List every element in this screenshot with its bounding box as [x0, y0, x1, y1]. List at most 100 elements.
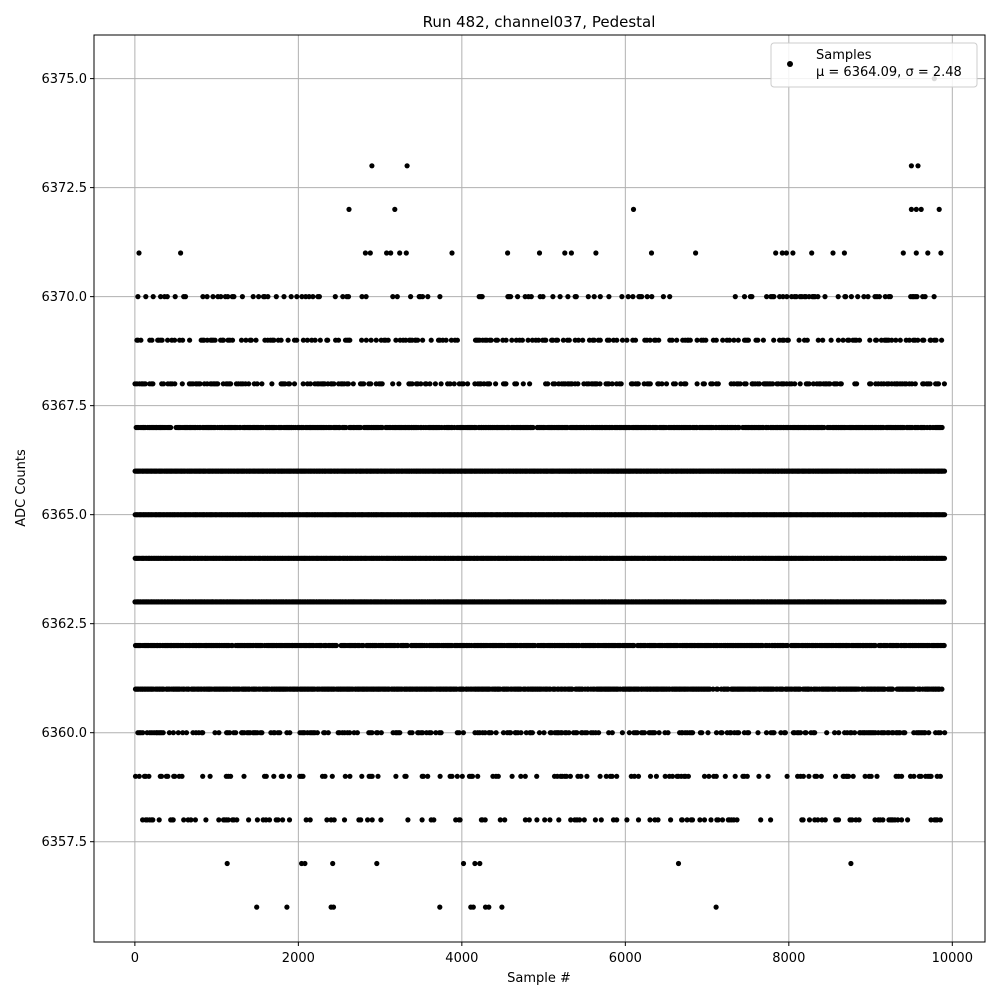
data-point [234, 817, 240, 823]
data-point [846, 773, 852, 779]
data-point [509, 773, 515, 779]
data-point [241, 773, 247, 779]
grid [94, 35, 985, 942]
data-point [271, 773, 277, 779]
data-point [890, 686, 896, 692]
data-point [708, 817, 714, 823]
data-point [850, 773, 856, 779]
data-point [534, 773, 540, 779]
data-point [547, 817, 553, 823]
data-point [170, 730, 176, 736]
data-point [431, 817, 437, 823]
data-point [419, 817, 425, 823]
data-point [635, 817, 642, 823]
data-point [179, 773, 185, 779]
data-point [941, 642, 947, 649]
data-point [322, 773, 328, 779]
data-point [482, 817, 488, 823]
data-point [732, 773, 738, 779]
data-point [768, 817, 774, 823]
data-point [200, 773, 206, 779]
data-point [734, 817, 740, 823]
data-point [502, 817, 508, 823]
data-point [872, 642, 878, 649]
data-point [880, 817, 886, 823]
data-point [715, 686, 721, 692]
data-point [784, 773, 790, 779]
data-point [710, 686, 716, 692]
data-point [911, 773, 917, 779]
data-point [784, 642, 791, 649]
data-point [365, 817, 371, 823]
data-point [584, 773, 590, 779]
data-point [378, 817, 384, 823]
data-point [203, 817, 209, 823]
data-point [697, 817, 703, 823]
data-point [160, 730, 166, 736]
data-point [647, 817, 653, 823]
data-point [597, 773, 603, 779]
data-point [542, 817, 548, 823]
data-point [333, 642, 339, 649]
data-point [170, 817, 176, 823]
data-point [188, 817, 194, 823]
data-point [279, 773, 285, 779]
data-point [341, 817, 348, 823]
data-point [469, 773, 476, 779]
data-point [719, 817, 726, 823]
data-point [404, 642, 411, 649]
data-point [744, 773, 750, 779]
data-point [668, 817, 674, 823]
data-point [454, 773, 460, 779]
data-point [329, 773, 335, 779]
data-point [165, 773, 171, 779]
data-point [624, 817, 630, 823]
data-point [567, 773, 574, 779]
data-point [437, 773, 443, 779]
data-point [275, 817, 281, 823]
data-point [526, 817, 532, 823]
data-point [647, 773, 654, 779]
data-point [941, 468, 948, 474]
data-point [814, 773, 820, 779]
data-point [150, 817, 156, 823]
data-point [146, 773, 152, 779]
data-point [518, 773, 524, 779]
data-points [132, 76, 948, 910]
data-point [689, 817, 696, 823]
data-point [459, 773, 465, 779]
data-point [358, 817, 364, 823]
data-point [307, 817, 313, 823]
data-point [856, 817, 862, 823]
data-point [874, 773, 880, 779]
data-point [765, 773, 771, 779]
data-point [800, 817, 806, 823]
data-point [228, 773, 234, 779]
data-point [405, 817, 411, 823]
data-point [614, 817, 620, 823]
data-point [449, 773, 455, 779]
data-point [614, 773, 620, 779]
data-point [286, 817, 293, 823]
data-point [937, 773, 944, 779]
data-point [800, 773, 807, 779]
data-point [818, 773, 824, 779]
data-point [941, 599, 947, 605]
data-point [701, 817, 708, 823]
data-point [655, 817, 661, 823]
data-point [522, 773, 528, 779]
data-point [266, 817, 273, 823]
data-point [425, 773, 431, 779]
data-point [806, 773, 812, 779]
data-point [286, 773, 292, 779]
data-point [168, 424, 174, 431]
data-point [592, 817, 599, 823]
data-point [939, 424, 945, 431]
data-point [347, 773, 353, 779]
data-point [941, 555, 948, 561]
data-point [937, 817, 944, 823]
data-point [216, 817, 222, 823]
data-point [280, 817, 286, 823]
data-point [342, 773, 348, 779]
